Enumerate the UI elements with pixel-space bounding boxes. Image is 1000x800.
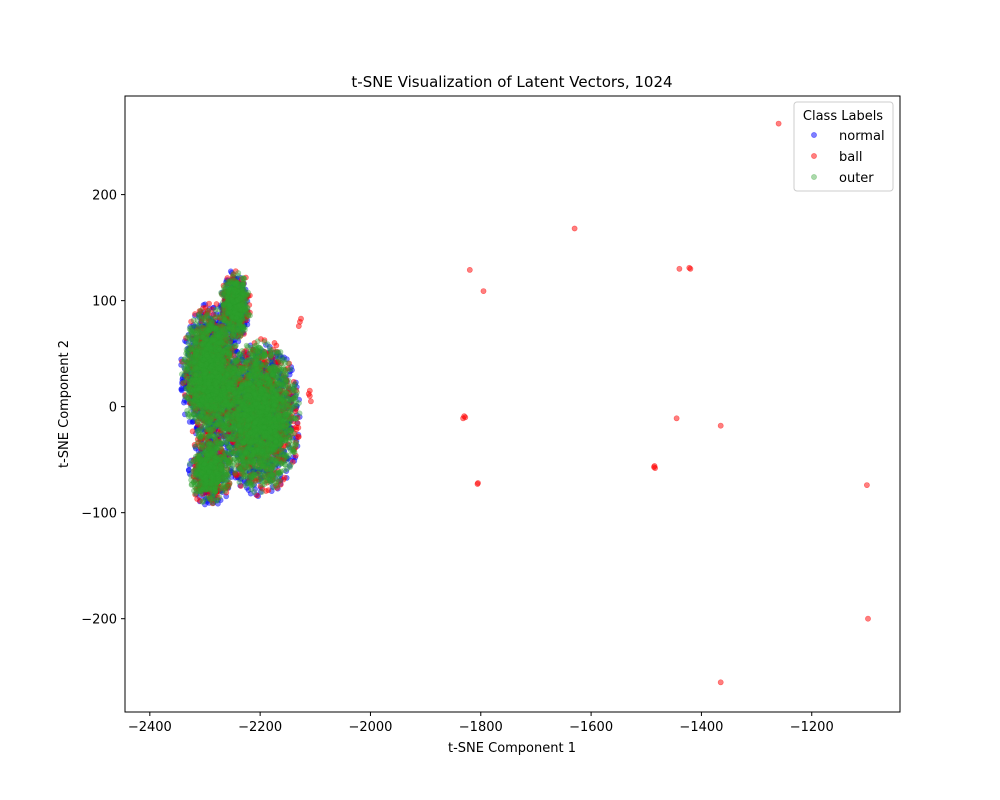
point-normal — [180, 399, 187, 406]
point-ball — [676, 265, 683, 272]
point-ball — [460, 415, 466, 422]
point-outer — [212, 307, 219, 313]
point-ball — [651, 464, 657, 470]
chart-title: t-SNE Visualization of Latent Vectors, 1… — [351, 73, 672, 91]
point-ball — [673, 415, 680, 422]
point-ball — [305, 390, 312, 397]
point-ball — [864, 482, 870, 488]
point-normal — [178, 386, 185, 393]
point-ball — [466, 266, 473, 273]
point-ball — [189, 428, 196, 435]
point-ball — [474, 481, 481, 487]
point-ball — [298, 315, 304, 322]
point-ball — [480, 288, 487, 294]
point-ball — [307, 398, 314, 405]
point-ball — [775, 120, 782, 127]
point-ball — [686, 264, 693, 271]
point-ball — [281, 474, 288, 481]
point-ball — [295, 433, 302, 440]
point-ball — [273, 342, 280, 349]
point-ball — [295, 323, 302, 329]
point-ball — [717, 422, 724, 429]
point-ball — [865, 615, 871, 622]
points-layer — [178, 120, 871, 686]
point-ball — [213, 301, 220, 307]
point-ball — [571, 225, 578, 232]
point-ball — [717, 679, 724, 686]
